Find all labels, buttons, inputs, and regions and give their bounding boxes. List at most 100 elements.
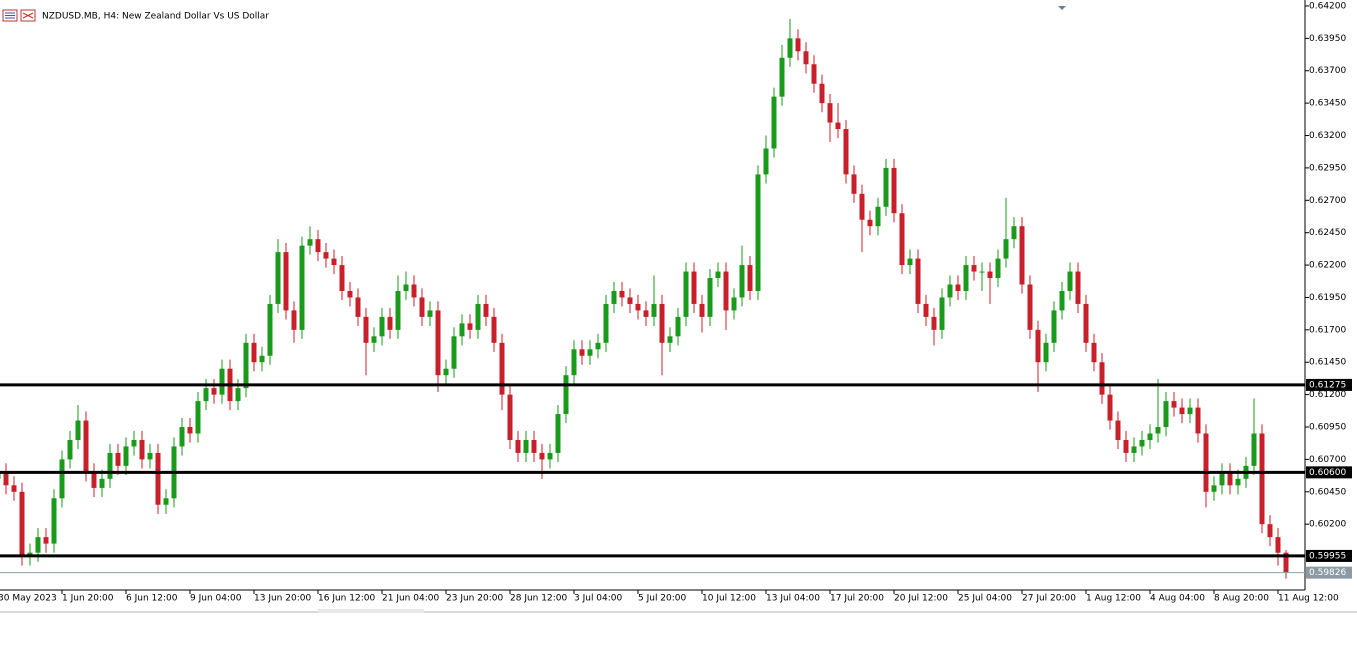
x-tick-label: 11 Aug 12:00 (1278, 594, 1339, 604)
level-label: 0.60600 (1309, 468, 1346, 478)
y-tick-label: 0.60200 (1309, 520, 1346, 530)
y-tick-label: 0.61950 (1309, 293, 1346, 303)
candle-body (907, 258, 913, 266)
chart-title: NZDUSD.MB, H4: New Zealand Dollar Vs US … (42, 12, 269, 22)
y-tick-label: 0.62950 (1309, 163, 1346, 173)
candle-body (235, 388, 241, 402)
candle-body (267, 303, 273, 356)
candle-body (1195, 407, 1201, 434)
candle-body (1011, 226, 1017, 240)
candle-body (835, 122, 841, 130)
candle-body (579, 349, 585, 356)
candle-body (459, 323, 465, 337)
candle-body (931, 316, 937, 330)
candle-body (99, 478, 105, 488)
last-price-label: 0.59826 (1309, 568, 1346, 578)
candle-body (499, 342, 505, 395)
candle-body (355, 297, 361, 317)
y-tick-label: 0.60450 (1309, 487, 1346, 497)
candle-body (211, 388, 217, 395)
x-tick-label: 27 Jul 20:00 (1022, 594, 1076, 604)
candle-body (643, 310, 649, 317)
x-tick-label: 21 Jun 04:00 (382, 594, 439, 604)
candle-body (1075, 271, 1081, 304)
candle-body (779, 57, 785, 97)
level-label: 0.61275 (1309, 380, 1346, 390)
candle-body (1083, 303, 1089, 343)
candle-body (115, 452, 121, 466)
candle-body (467, 323, 473, 330)
candle-body (827, 103, 833, 123)
candle-body (1267, 524, 1273, 538)
candle-body (35, 537, 41, 553)
candle-body (1139, 439, 1145, 447)
candle-body (195, 401, 201, 434)
candle-body (763, 148, 769, 175)
candle-body (1115, 420, 1121, 440)
candle-body (731, 297, 737, 311)
candle-body (659, 303, 665, 343)
candle-body (675, 316, 681, 337)
candle-body (1203, 433, 1209, 492)
candle-body (1155, 427, 1161, 434)
candle-body (587, 349, 593, 356)
candle-body (851, 174, 857, 194)
candle-body (715, 271, 721, 279)
candle-body (291, 310, 297, 330)
candle-body (691, 271, 697, 304)
x-tick-label: 17 Jul 20:00 (830, 594, 884, 604)
candle-body (51, 498, 57, 544)
candle-body (107, 452, 113, 479)
candle-body (259, 355, 265, 363)
candle-body (307, 239, 313, 246)
candle-body (963, 265, 969, 291)
x-tick-label: 1 Jun 20:00 (62, 594, 114, 604)
candle-body (139, 439, 145, 460)
candle-body (1187, 407, 1193, 415)
candle-body (595, 342, 601, 350)
candle-body (43, 537, 49, 544)
candle-body (67, 439, 73, 460)
candle-body (275, 252, 281, 304)
candle-body (939, 297, 945, 330)
shift-marker (1058, 6, 1066, 10)
candle-body (971, 265, 977, 272)
x-tick-label: 25 Jul 04:00 (958, 594, 1012, 604)
candle-body (387, 316, 393, 330)
candle-body (1235, 478, 1241, 486)
candle-body (251, 342, 257, 363)
candle-body (843, 129, 849, 175)
x-tick-label: 6 Jun 12:00 (126, 594, 178, 604)
candle-body (723, 271, 729, 311)
candle-body (1091, 342, 1097, 363)
candle-body (283, 252, 289, 311)
candle-body (299, 245, 305, 330)
candle-body (947, 284, 953, 298)
candle-body (91, 472, 97, 488)
candle-body (1163, 401, 1169, 428)
candle-body (883, 167, 889, 207)
candle-body (1179, 407, 1185, 415)
level-label-box (1306, 466, 1352, 479)
candle-body (163, 498, 169, 505)
y-tick-label: 0.63950 (1309, 34, 1346, 44)
x-tick-label: 9 Jun 04:00 (190, 594, 242, 604)
candle-body (995, 258, 1001, 279)
x-tick-label: 13 Jul 04:00 (766, 594, 820, 604)
y-tick-label: 0.63700 (1309, 66, 1346, 76)
candle-body (1027, 284, 1033, 330)
y-tick-label: 0.63450 (1309, 99, 1346, 109)
candle-body (651, 303, 657, 317)
candle-body (3, 472, 9, 486)
x-tick-label: 23 Jun 20:00 (446, 594, 503, 604)
candle-body (243, 342, 249, 389)
candle-body (1171, 401, 1177, 408)
candle-body (611, 290, 617, 304)
candle-body (131, 439, 137, 447)
candle-body (219, 368, 225, 395)
candle-body (795, 38, 801, 52)
candle-body (1003, 239, 1009, 259)
x-tick-label: 3 Jul 04:00 (574, 594, 623, 604)
